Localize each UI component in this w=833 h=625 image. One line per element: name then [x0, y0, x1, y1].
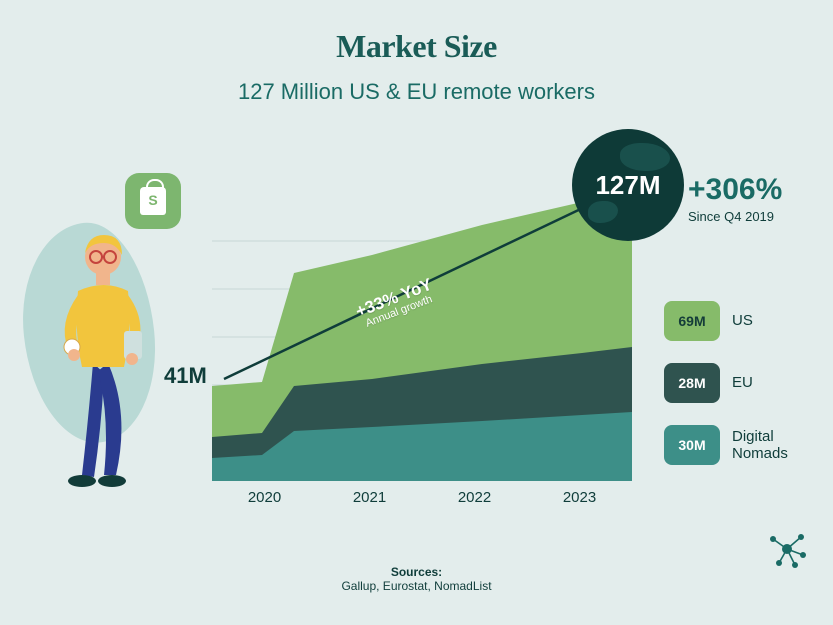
page-title: Market Size: [0, 0, 833, 65]
page-subtitle: 127 Million US & EU remote workers: [0, 65, 833, 105]
sources-text: Gallup, Eurostat, NomadList: [341, 579, 491, 593]
chart-svg: [212, 181, 632, 481]
growth-stat: +306% Since Q4 2019: [688, 175, 782, 224]
x-tick: 2022: [422, 489, 527, 506]
person-svg: [38, 213, 168, 513]
legend-item-eu: 28M EU: [664, 363, 814, 403]
start-value-label: 41M: [164, 363, 207, 389]
person-illustration: [30, 183, 180, 503]
legend-label: EU: [732, 374, 753, 391]
legend-item-us: 69M US: [664, 301, 814, 341]
x-tick: 2023: [527, 489, 632, 506]
sources: Sources: Gallup, Eurostat, NomadList: [0, 565, 833, 593]
legend-label: Digital Nomads: [732, 428, 814, 463]
legend: 69M US 28M EU 30M Digital Nomads: [664, 301, 814, 487]
x-tick: 2020: [212, 489, 317, 506]
network-nodes-icon: [767, 529, 807, 569]
area-chart: 41M +33% YoY Annual growth 127M 2020 202…: [212, 181, 632, 521]
legend-label: US: [732, 312, 753, 329]
legend-swatch: 30M: [664, 425, 720, 465]
end-value-label: 127M: [595, 170, 660, 201]
growth-value: +306%: [688, 175, 782, 205]
legend-swatch: 69M: [664, 301, 720, 341]
legend-item-nomads: 30M Digital Nomads: [664, 425, 814, 465]
x-axis: 2020 2021 2022 2023: [212, 489, 632, 506]
sources-heading: Sources:: [0, 565, 833, 579]
x-tick: 2021: [317, 489, 422, 506]
growth-caption: Since Q4 2019: [688, 205, 782, 224]
globe-badge: 127M: [572, 129, 684, 241]
legend-swatch: 28M: [664, 363, 720, 403]
main-content: 41M +33% YoY Annual growth 127M 2020 202…: [0, 113, 833, 593]
